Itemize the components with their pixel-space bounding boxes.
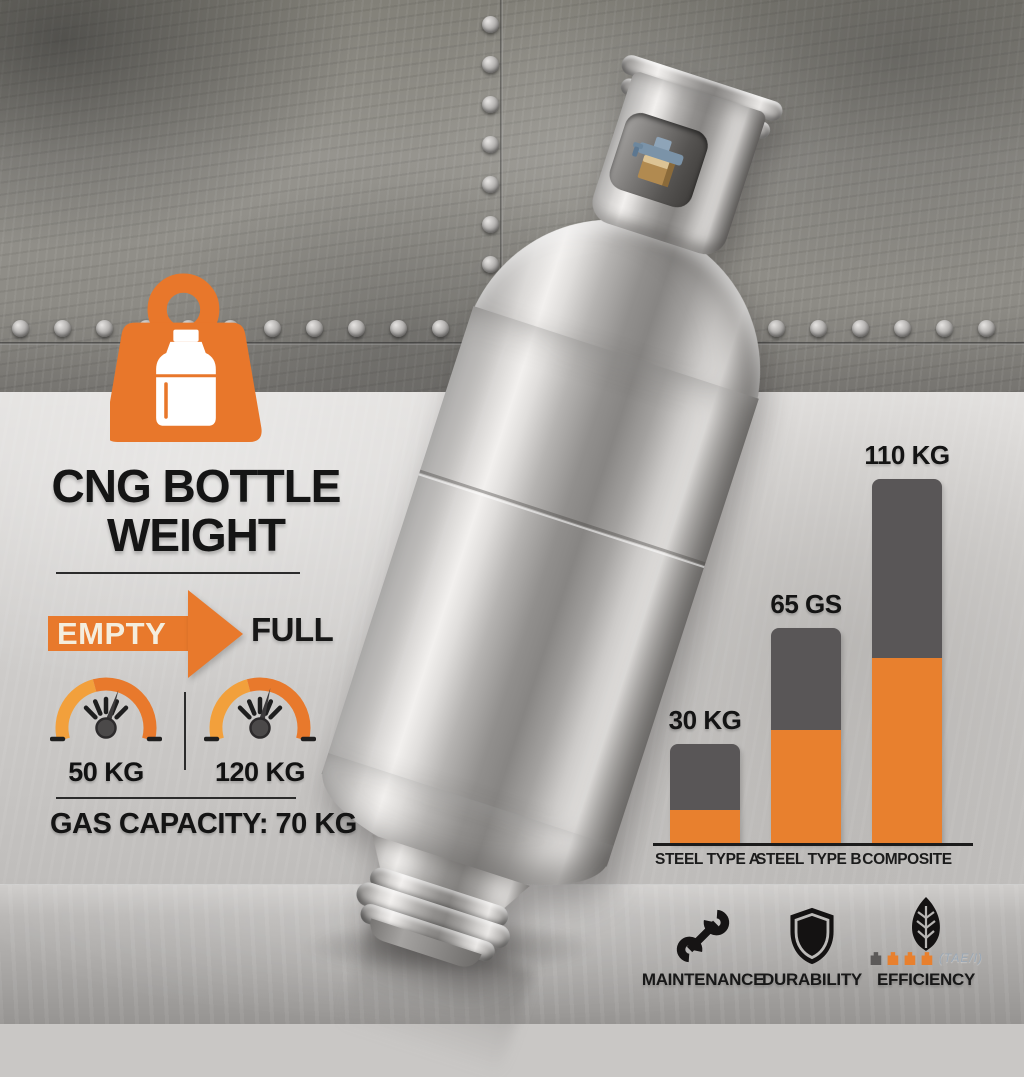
bar-value-label: 65 GS <box>770 589 842 619</box>
chart-column: 30 KG <box>655 705 755 843</box>
rivet <box>482 216 499 233</box>
bar-value-label: 110 KG <box>864 440 950 470</box>
page-title-line1: CNG BOTTLE <box>51 460 342 512</box>
metal-seam-vertical <box>500 0 503 390</box>
bar-category-label: STEEL TYPE B <box>756 851 862 868</box>
gauge-empty-value: 50 KG <box>68 757 144 787</box>
gauge-empty: 50 KG <box>49 664 163 788</box>
rivet <box>936 320 953 337</box>
rivet <box>482 96 499 113</box>
bar <box>771 628 841 843</box>
bar-lower-segment <box>670 810 740 843</box>
rivet <box>432 320 449 337</box>
bar <box>872 479 942 843</box>
rating-chip <box>921 952 933 965</box>
chart-column: 65 GS <box>756 589 856 843</box>
gas-capacity-label: GAS CAPACITY: 70 KG <box>50 808 357 840</box>
gauge-divider <box>184 692 186 770</box>
chart-baseline <box>653 843 973 846</box>
capacity-divider <box>56 797 296 799</box>
page-title-line2: WEIGHT <box>107 509 286 561</box>
artifact-text: (TAE/I) <box>938 951 984 965</box>
rivet <box>894 320 911 337</box>
bar <box>670 744 740 843</box>
chart-bars: 30 KG 65 GS 110 KG <box>645 440 980 885</box>
weight-comparison-chart: 30 KG 65 GS 110 KG STEEL TYPE A STEEL TYPE … <box>645 440 980 915</box>
feature-durability: DURABILITY <box>757 906 867 990</box>
rivet <box>768 320 785 337</box>
bar-lower-segment <box>872 658 942 843</box>
feature-label: DURABILITY <box>762 970 862 989</box>
efficiency-rating: (TAE/I) <box>869 950 983 966</box>
rivet <box>810 320 827 337</box>
rating-chip <box>904 952 916 965</box>
rivet <box>482 56 499 73</box>
rivet <box>96 320 113 337</box>
bar-value-label: 30 KG <box>668 705 742 735</box>
arrow-right-icon <box>188 590 243 678</box>
rivet <box>482 16 499 33</box>
rivet <box>54 320 71 337</box>
page-title: CNG BOTTLE WEIGHT <box>46 462 346 560</box>
rating-chip <box>870 952 882 965</box>
rivet <box>12 320 29 337</box>
empty-label: EMPTY <box>48 616 189 651</box>
feature-label: MAINTENANCE <box>641 970 765 989</box>
title-divider <box>56 572 300 574</box>
gauge-icon <box>203 677 317 742</box>
chart-column: 110 KG <box>857 440 957 843</box>
rivet <box>390 320 407 337</box>
bar-lower-segment <box>771 730 841 843</box>
rivet <box>482 256 499 273</box>
gauge-full: 120 KG <box>203 664 317 788</box>
features-row: MAINTENANCE DURABILITY (TAE/I) EFFICIENC… <box>638 894 1024 990</box>
valve-icon <box>632 136 684 188</box>
rivet <box>306 320 323 337</box>
gauge-full-value: 120 KG <box>214 757 306 787</box>
full-label: FULL <box>251 611 334 648</box>
empty-text: EMPTY <box>57 615 167 651</box>
rivet <box>264 320 281 337</box>
rivet <box>978 320 995 337</box>
valve-window <box>605 108 712 212</box>
bar-category-label: STEEL TYPE A <box>655 851 760 868</box>
feature-maintenance: MAINTENANCE <box>638 906 768 990</box>
rivet <box>482 176 499 193</box>
shield-icon <box>790 907 834 965</box>
rivet <box>348 320 365 337</box>
feature-efficiency: (TAE/I) EFFICIENCY <box>856 896 996 990</box>
rivet <box>482 136 499 153</box>
feature-label: EFFICIENCY <box>876 970 976 989</box>
rating-chip <box>887 952 899 965</box>
gauge-icon <box>49 677 163 742</box>
cng-cylinder-render <box>275 23 851 1010</box>
weight-icon <box>105 272 265 447</box>
bar-category-label: COMPOSITE <box>862 851 952 868</box>
leaf-icon <box>912 897 940 951</box>
rivet <box>852 320 869 337</box>
cylinder-collar <box>586 70 768 260</box>
wrench-icon <box>676 909 730 963</box>
